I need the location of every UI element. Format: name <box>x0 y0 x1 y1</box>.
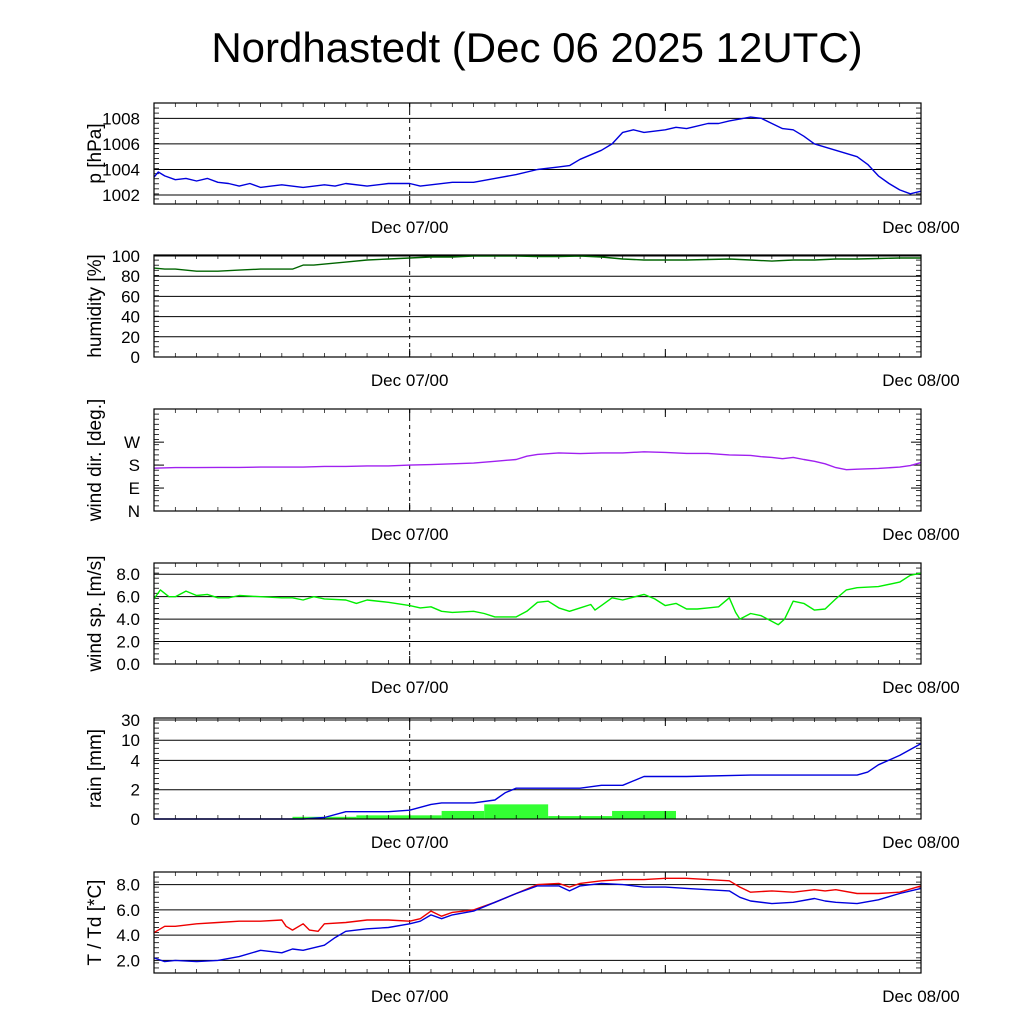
rain-bar <box>409 815 442 819</box>
y-axis-label: humidity [%] <box>85 254 106 357</box>
y-tick-label: 40 <box>121 308 140 327</box>
rain-bar <box>612 810 676 819</box>
plot-frame <box>153 562 922 665</box>
series-line-pressure <box>153 116 922 195</box>
y-tick-label: 6.0 <box>116 901 140 920</box>
y-tick-label: 80 <box>121 267 140 286</box>
y-tick-label: 60 <box>121 287 140 306</box>
x-tick-label: Dec 07/00 <box>371 678 449 697</box>
y-tick-label: 6.0 <box>116 588 140 607</box>
plot-frame <box>153 717 922 820</box>
y-tick-label: 0 <box>131 810 140 829</box>
y-tick-label: 1004 <box>102 160 140 179</box>
x-tick-label: Dec 07/00 <box>371 833 449 852</box>
rain-bar <box>484 804 549 819</box>
rain-bar <box>441 810 485 819</box>
x-tick-label: Dec 07/00 <box>371 371 449 390</box>
y-tick-label: E <box>129 479 140 498</box>
y-tick-label: 20 <box>121 328 140 347</box>
y-tick-label: 2 <box>131 781 140 800</box>
series-line-rain_line <box>154 742 922 820</box>
x-tick-label: Dec 07/00 <box>371 218 449 237</box>
y-tick-label: 10 <box>121 731 140 750</box>
y-tick-label: 30 <box>121 711 140 730</box>
plot-frame <box>153 254 922 358</box>
x-tick-label: Dec 08/00 <box>882 218 960 237</box>
y-tick-label: 1008 <box>102 109 140 128</box>
y-axis-label: T / Td [*C] <box>85 880 106 966</box>
chart-title: Nordhastedt (Dec 06 2025 12UTC) <box>211 24 863 71</box>
y-tick-label: 1006 <box>102 135 140 154</box>
panel-pressure: 1002 1004 1006 1008 Dec 07/00 Dec 08/00 p [hPa… <box>85 102 960 237</box>
y-axis-label: wind sp. [m/s] <box>85 555 106 672</box>
y-tick-label: 0.0 <box>116 655 140 674</box>
y-tick-label: 4 <box>131 751 140 770</box>
y-tick-label: W <box>124 433 140 452</box>
y-tick-label: 4.0 <box>116 926 140 945</box>
plot-frame <box>153 102 922 205</box>
x-tick-label: Dec 08/00 <box>882 678 960 697</box>
y-tick-label: S <box>129 456 140 475</box>
y-tick-label: 1002 <box>102 186 140 205</box>
series-line-humidity <box>153 255 921 272</box>
y-tick-label: N <box>128 502 140 521</box>
plot-frame <box>153 871 922 974</box>
x-tick-label: Dec 08/00 <box>882 987 960 1006</box>
y-axis-label: rain [mm] <box>85 729 106 808</box>
x-tick-label: Dec 07/00 <box>371 525 449 544</box>
series-line-dewpoint <box>153 882 922 963</box>
series-line-wind_dir <box>153 451 922 471</box>
rain-bar <box>356 815 410 819</box>
x-tick-label: Dec 07/00 <box>371 987 449 1006</box>
y-tick-label: 100 <box>112 247 140 266</box>
panel-wind_speed: 0.0 2.0 4.0 6.0 8.0 Dec 07/00 Dec 08/00 wind sp… <box>85 555 960 697</box>
x-tick-label: Dec 08/00 <box>882 525 960 544</box>
y-axis-label: wind dir. [deg.] <box>85 399 106 523</box>
y-tick-label: 2.0 <box>116 633 140 652</box>
x-tick-label: Dec 08/00 <box>882 833 960 852</box>
y-tick-label: 2.0 <box>116 951 140 970</box>
y-tick-label: 4.0 <box>116 610 140 629</box>
y-axis-label: p [hPa] <box>85 123 106 183</box>
y-tick-label: 8.0 <box>116 876 140 895</box>
series-line-wind_speed <box>153 572 922 626</box>
panel-temperature: 2.0 4.0 6.0 8.0 Dec 07/00 Dec 08/00 T / Td [*C… <box>85 871 960 1006</box>
x-tick-label: Dec 08/00 <box>882 371 960 390</box>
y-tick-label: 8.0 <box>116 565 140 584</box>
plot-frame <box>153 408 922 512</box>
y-tick-label: 0 <box>131 348 140 367</box>
